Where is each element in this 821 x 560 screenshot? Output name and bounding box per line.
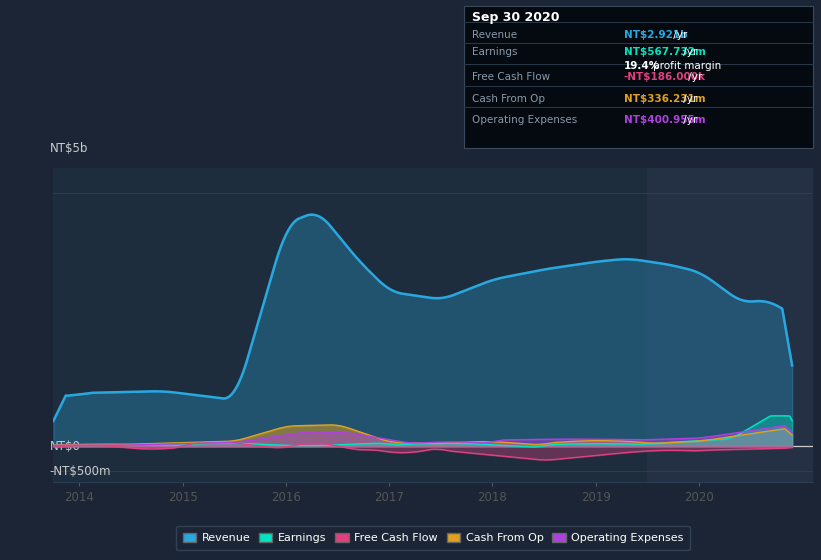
Text: Cash From Op: Cash From Op	[472, 94, 545, 104]
Text: /yr: /yr	[685, 72, 702, 82]
Text: /yr: /yr	[670, 30, 687, 40]
Text: /yr: /yr	[680, 115, 697, 125]
Text: NT$400.955m: NT$400.955m	[624, 115, 705, 125]
Text: /yr: /yr	[680, 94, 697, 104]
Text: Earnings: Earnings	[472, 46, 517, 57]
Text: /yr: /yr	[680, 46, 697, 57]
Bar	[648, 168, 813, 482]
Text: Revenue: Revenue	[472, 30, 517, 40]
Text: Operating Expenses: Operating Expenses	[472, 115, 577, 125]
Text: NT$567.732m: NT$567.732m	[624, 46, 706, 57]
Text: NT$0: NT$0	[49, 440, 80, 452]
Text: profit margin: profit margin	[653, 61, 721, 71]
Text: NT$336.231m: NT$336.231m	[624, 94, 705, 104]
Text: Sep 30 2020: Sep 30 2020	[472, 11, 560, 24]
Text: NT$2.921b: NT$2.921b	[624, 30, 687, 40]
Text: -NT$186.000k: -NT$186.000k	[624, 72, 706, 82]
Text: 19.4%: 19.4%	[624, 61, 660, 71]
Text: -NT$500m: -NT$500m	[49, 465, 111, 478]
Text: NT$5b: NT$5b	[49, 142, 88, 156]
Text: Free Cash Flow: Free Cash Flow	[472, 72, 550, 82]
Legend: Revenue, Earnings, Free Cash Flow, Cash From Op, Operating Expenses: Revenue, Earnings, Free Cash Flow, Cash …	[176, 526, 690, 550]
